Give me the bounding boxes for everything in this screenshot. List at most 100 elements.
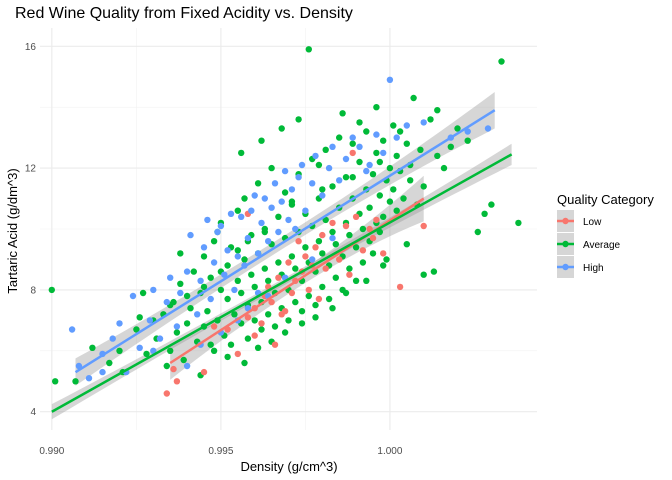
data-point-average	[139, 289, 147, 297]
data-point-high	[197, 277, 204, 284]
data-point-average	[515, 219, 522, 227]
data-point-average	[275, 259, 282, 266]
data-point-low	[420, 222, 427, 230]
data-point-average	[48, 286, 55, 294]
data-point-average	[292, 265, 299, 272]
data-point-average	[241, 256, 248, 263]
data-point-average	[349, 174, 356, 181]
data-point-average	[369, 171, 377, 178]
data-point-average	[234, 277, 241, 284]
data-point-high	[163, 298, 170, 306]
data-point-average	[410, 94, 417, 102]
data-point-high	[275, 228, 282, 236]
x-tick-label: 1.000	[377, 446, 402, 457]
data-point-high	[136, 344, 143, 351]
data-point-average	[380, 213, 387, 220]
data-point-average	[369, 250, 377, 257]
data-point-average	[380, 137, 387, 144]
data-point-high	[200, 244, 208, 251]
legend-label-low: Low	[583, 217, 602, 228]
data-point-average	[241, 359, 248, 367]
data-point-average	[434, 152, 441, 160]
data-point-high	[248, 207, 255, 214]
x-axis-ticks: 0.990 0.995 1.000	[39, 446, 403, 457]
data-point-average	[342, 174, 350, 181]
data-point-high	[244, 234, 252, 242]
legend-title: Quality Category	[557, 192, 654, 207]
data-point-average	[258, 326, 265, 333]
data-point-average	[359, 259, 367, 266]
data-point-average	[227, 341, 235, 348]
data-point-average	[481, 210, 488, 217]
data-point-high	[109, 335, 116, 342]
y-tick-label: 12	[25, 164, 37, 175]
data-point-average	[224, 262, 231, 269]
data-point-average	[427, 116, 434, 123]
data-point-average	[312, 301, 319, 309]
data-point-average	[251, 283, 258, 291]
data-point-average	[464, 137, 471, 144]
data-point-average	[207, 341, 214, 348]
data-point-high	[204, 216, 211, 224]
data-point-average	[183, 320, 191, 327]
legend-key-point	[562, 263, 569, 271]
data-point-average	[403, 241, 410, 248]
data-point-average	[231, 311, 238, 318]
data-point-average	[281, 189, 289, 196]
legend-key-average	[557, 233, 574, 255]
data-point-high	[312, 152, 319, 160]
data-point-high	[214, 228, 221, 236]
data-point-low	[244, 314, 252, 321]
data-point-high	[207, 295, 214, 303]
data-point-high	[238, 213, 245, 220]
grid	[40, 28, 537, 430]
data-point-average	[234, 207, 241, 214]
data-point-low	[342, 222, 350, 230]
data-point-average	[305, 292, 312, 300]
data-point-high	[295, 174, 302, 181]
data-point-average	[417, 146, 424, 153]
data-point-high	[464, 128, 471, 135]
data-point-average	[363, 128, 370, 135]
data-point-low	[268, 298, 275, 306]
data-point-high	[177, 289, 184, 297]
data-point-average	[207, 274, 214, 281]
trend-lines	[51, 109, 513, 413]
data-point-average	[339, 110, 346, 117]
trend-line-high	[74, 109, 496, 374]
data-point-high	[129, 292, 137, 300]
data-point-average	[396, 128, 404, 135]
data-point-average	[315, 238, 323, 245]
data-point-average	[329, 305, 336, 312]
data-point-high	[302, 207, 309, 214]
data-point-high	[156, 335, 164, 342]
trend-line-low	[169, 197, 425, 365]
data-point-high	[342, 155, 350, 163]
data-point-average	[234, 247, 241, 254]
data-point-high	[393, 134, 400, 141]
data-point-average	[386, 164, 394, 172]
data-point-low	[380, 250, 387, 257]
data-point-low	[281, 308, 289, 315]
data-point-average	[261, 265, 268, 272]
data-point-low	[295, 238, 302, 245]
data-point-average	[359, 225, 367, 233]
data-point-average	[258, 137, 265, 144]
data-point-high	[187, 231, 194, 239]
data-point-average	[200, 283, 208, 291]
data-point-average	[180, 356, 187, 364]
data-point-average	[217, 286, 225, 294]
data-point-average	[319, 283, 326, 291]
data-point-average	[373, 104, 380, 111]
data-point-average	[349, 140, 356, 147]
data-point-average	[390, 186, 397, 193]
data-point-low	[329, 219, 336, 227]
data-point-low	[285, 259, 292, 266]
data-point-high	[366, 161, 373, 169]
data-point-average	[224, 295, 231, 303]
data-point-average	[332, 274, 339, 281]
data-point-high	[298, 161, 306, 169]
data-point-high	[268, 204, 275, 211]
data-point-average	[248, 271, 255, 278]
y-axis-title: Tartaric Acid (g/dm^3)	[5, 168, 20, 293]
